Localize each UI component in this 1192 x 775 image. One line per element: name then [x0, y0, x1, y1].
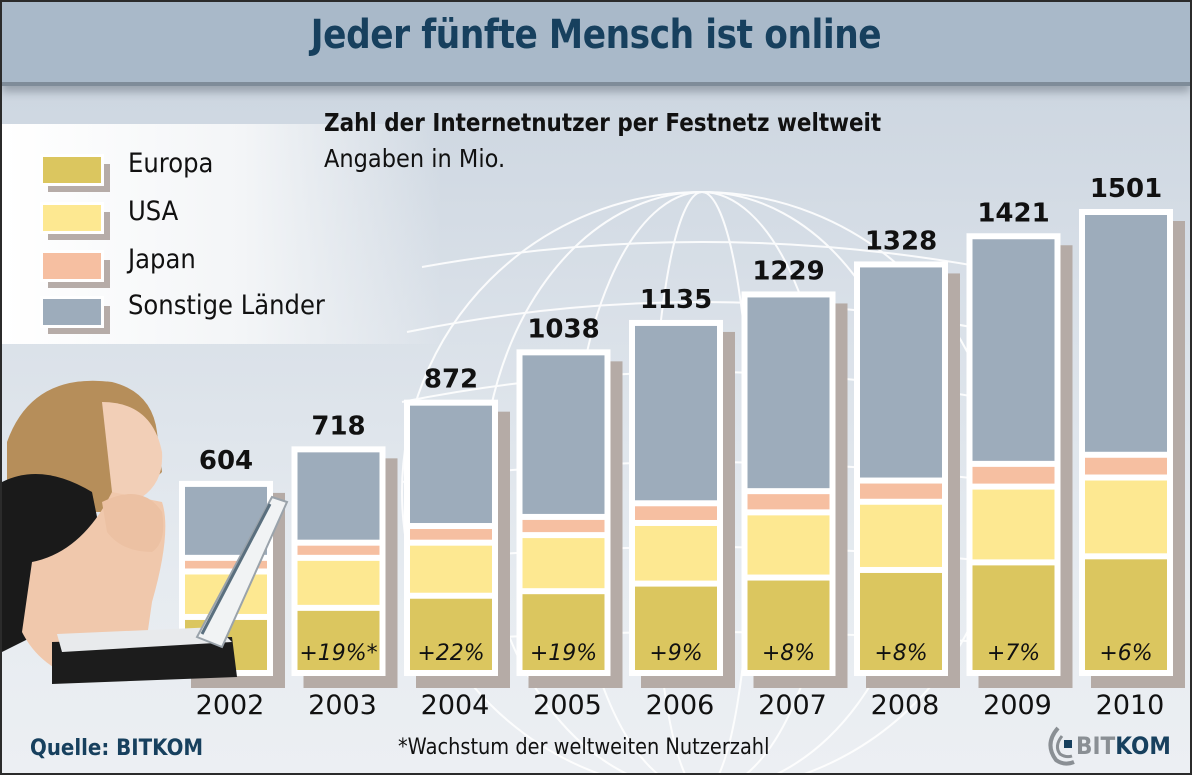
x-tick-label: 2003 [308, 690, 377, 721]
legend-swatch-usa [40, 202, 104, 234]
bar-segment-usa-2003 [297, 560, 380, 605]
x-tick-label: 2004 [421, 690, 490, 721]
x-tick-label: 2007 [758, 690, 827, 721]
bar-growth-label: +7% [987, 641, 1040, 666]
bar-total-label: 1038 [527, 314, 599, 344]
bar-segment-sonstige-laender-2004 [410, 405, 492, 524]
bar-segment-sonstige-laender-2003 [297, 452, 380, 540]
bar-growth-label: +8% [874, 641, 927, 666]
legend-label: Japan [128, 244, 196, 275]
bar-segment-europa-2004 [410, 598, 492, 670]
bar-segment-sonstige-laender-2009 [972, 239, 1055, 461]
source-label: Quelle: BITKOM [30, 736, 204, 761]
bar-segment-sonstige-laender-2008 [860, 267, 942, 478]
header-banner: Jeder fünfte Mensch ist online [2, 2, 1190, 86]
x-tick-label: 2008 [871, 690, 940, 721]
x-tick-label: 2002 [196, 690, 265, 721]
x-tick-label: 2009 [983, 690, 1052, 721]
logo-text-bit: BIT [1076, 732, 1116, 760]
legend-label: USA [128, 196, 179, 227]
bar-segment-sonstige-laender-2005 [522, 355, 605, 514]
bar-growth-label: +19% [530, 641, 597, 666]
bar-segment-europa-2007 [747, 580, 830, 670]
bar-segment-usa-2010 [1085, 480, 1167, 554]
bitkom-logo: BITKOM [1042, 724, 1182, 768]
bar-segment-europa-2003 [297, 610, 380, 670]
logo-text-kom: KOM [1115, 732, 1171, 760]
bitkom-logo-text: BITKOM [1076, 732, 1171, 760]
bar-segment-japan-2007 [747, 494, 830, 510]
bar-growth-label: +8% [762, 641, 815, 666]
bar-total-label: 718 [311, 411, 365, 441]
bar-segment-japan-2006 [635, 506, 717, 520]
laptop [52, 495, 289, 684]
bar-segment-usa-2004 [410, 545, 492, 593]
bar-segment-japan-2002 [185, 560, 267, 569]
legend-swatch-europa [40, 154, 104, 186]
legend-swatch-japan [40, 250, 104, 282]
bar-total-label: 1501 [1090, 174, 1162, 204]
bar-growth-label: +6% [1099, 641, 1152, 666]
chart-title: Zahl der Internetnutzer per Festnetz wel… [324, 108, 882, 137]
bar-total-label: 1328 [865, 226, 937, 256]
bitkom-logo-icon [1048, 726, 1075, 766]
bar-growth-label: +9% [649, 641, 702, 666]
bar-segment-europa-2009 [972, 565, 1055, 670]
legend-label: Europa [128, 148, 214, 179]
legend-swatch-sonstige [40, 296, 104, 328]
chart-subtitle: Angaben in Mio. [324, 144, 506, 173]
bar-growth-label: +22% [417, 641, 484, 666]
bar-segment-europa-2006 [635, 586, 717, 670]
bar-segment-japan-2003 [297, 545, 380, 555]
bar-segment-usa-2005 [522, 538, 605, 589]
bar-segment-japan-2009 [972, 466, 1055, 484]
bar-segment-japan-2010 [1085, 457, 1167, 475]
bar-total-label: 1421 [977, 198, 1049, 228]
bar-total-label: 604 [199, 446, 253, 476]
legend: Europa USA Japan Sonstige Länder [2, 124, 442, 344]
x-tick-label: 2005 [533, 690, 602, 721]
bar-segment-usa-2006 [635, 525, 717, 581]
bar-total-label: 1229 [752, 256, 824, 286]
bar-segment-japan-2008 [860, 483, 942, 499]
woman-with-laptop-illustration [2, 380, 289, 684]
x-tick-label: 2006 [646, 690, 715, 721]
bar-segment-europa-2008 [860, 572, 942, 670]
bar-total-label: 872 [424, 365, 478, 395]
bar-total-label: 1135 [640, 285, 712, 315]
bar-segment-sonstige-laender-2007 [747, 297, 830, 489]
bar-segment-usa-2007 [747, 515, 830, 575]
bar-segment-sonstige-laender-2010 [1085, 215, 1167, 452]
bar-segment-japan-2005 [522, 519, 605, 533]
legend-label: Sonstige Länder [128, 290, 325, 321]
bar-segment-usa-2008 [860, 504, 942, 567]
page-title: Jeder fünfte Mensch ist online [310, 12, 882, 58]
x-tick-label: 2010 [1096, 690, 1165, 721]
bar-segment-japan-2004 [410, 529, 492, 540]
bar-growth-label: +19%* [299, 641, 377, 666]
footnote: *Wachstum der weltweiten Nutzerzahl [398, 735, 770, 760]
bar-segment-europa-2005 [522, 594, 605, 670]
bar-segment-europa-2010 [1085, 559, 1167, 670]
bar-segment-usa-2009 [972, 489, 1055, 560]
bar-segment-sonstige-laender-2006 [635, 325, 717, 501]
